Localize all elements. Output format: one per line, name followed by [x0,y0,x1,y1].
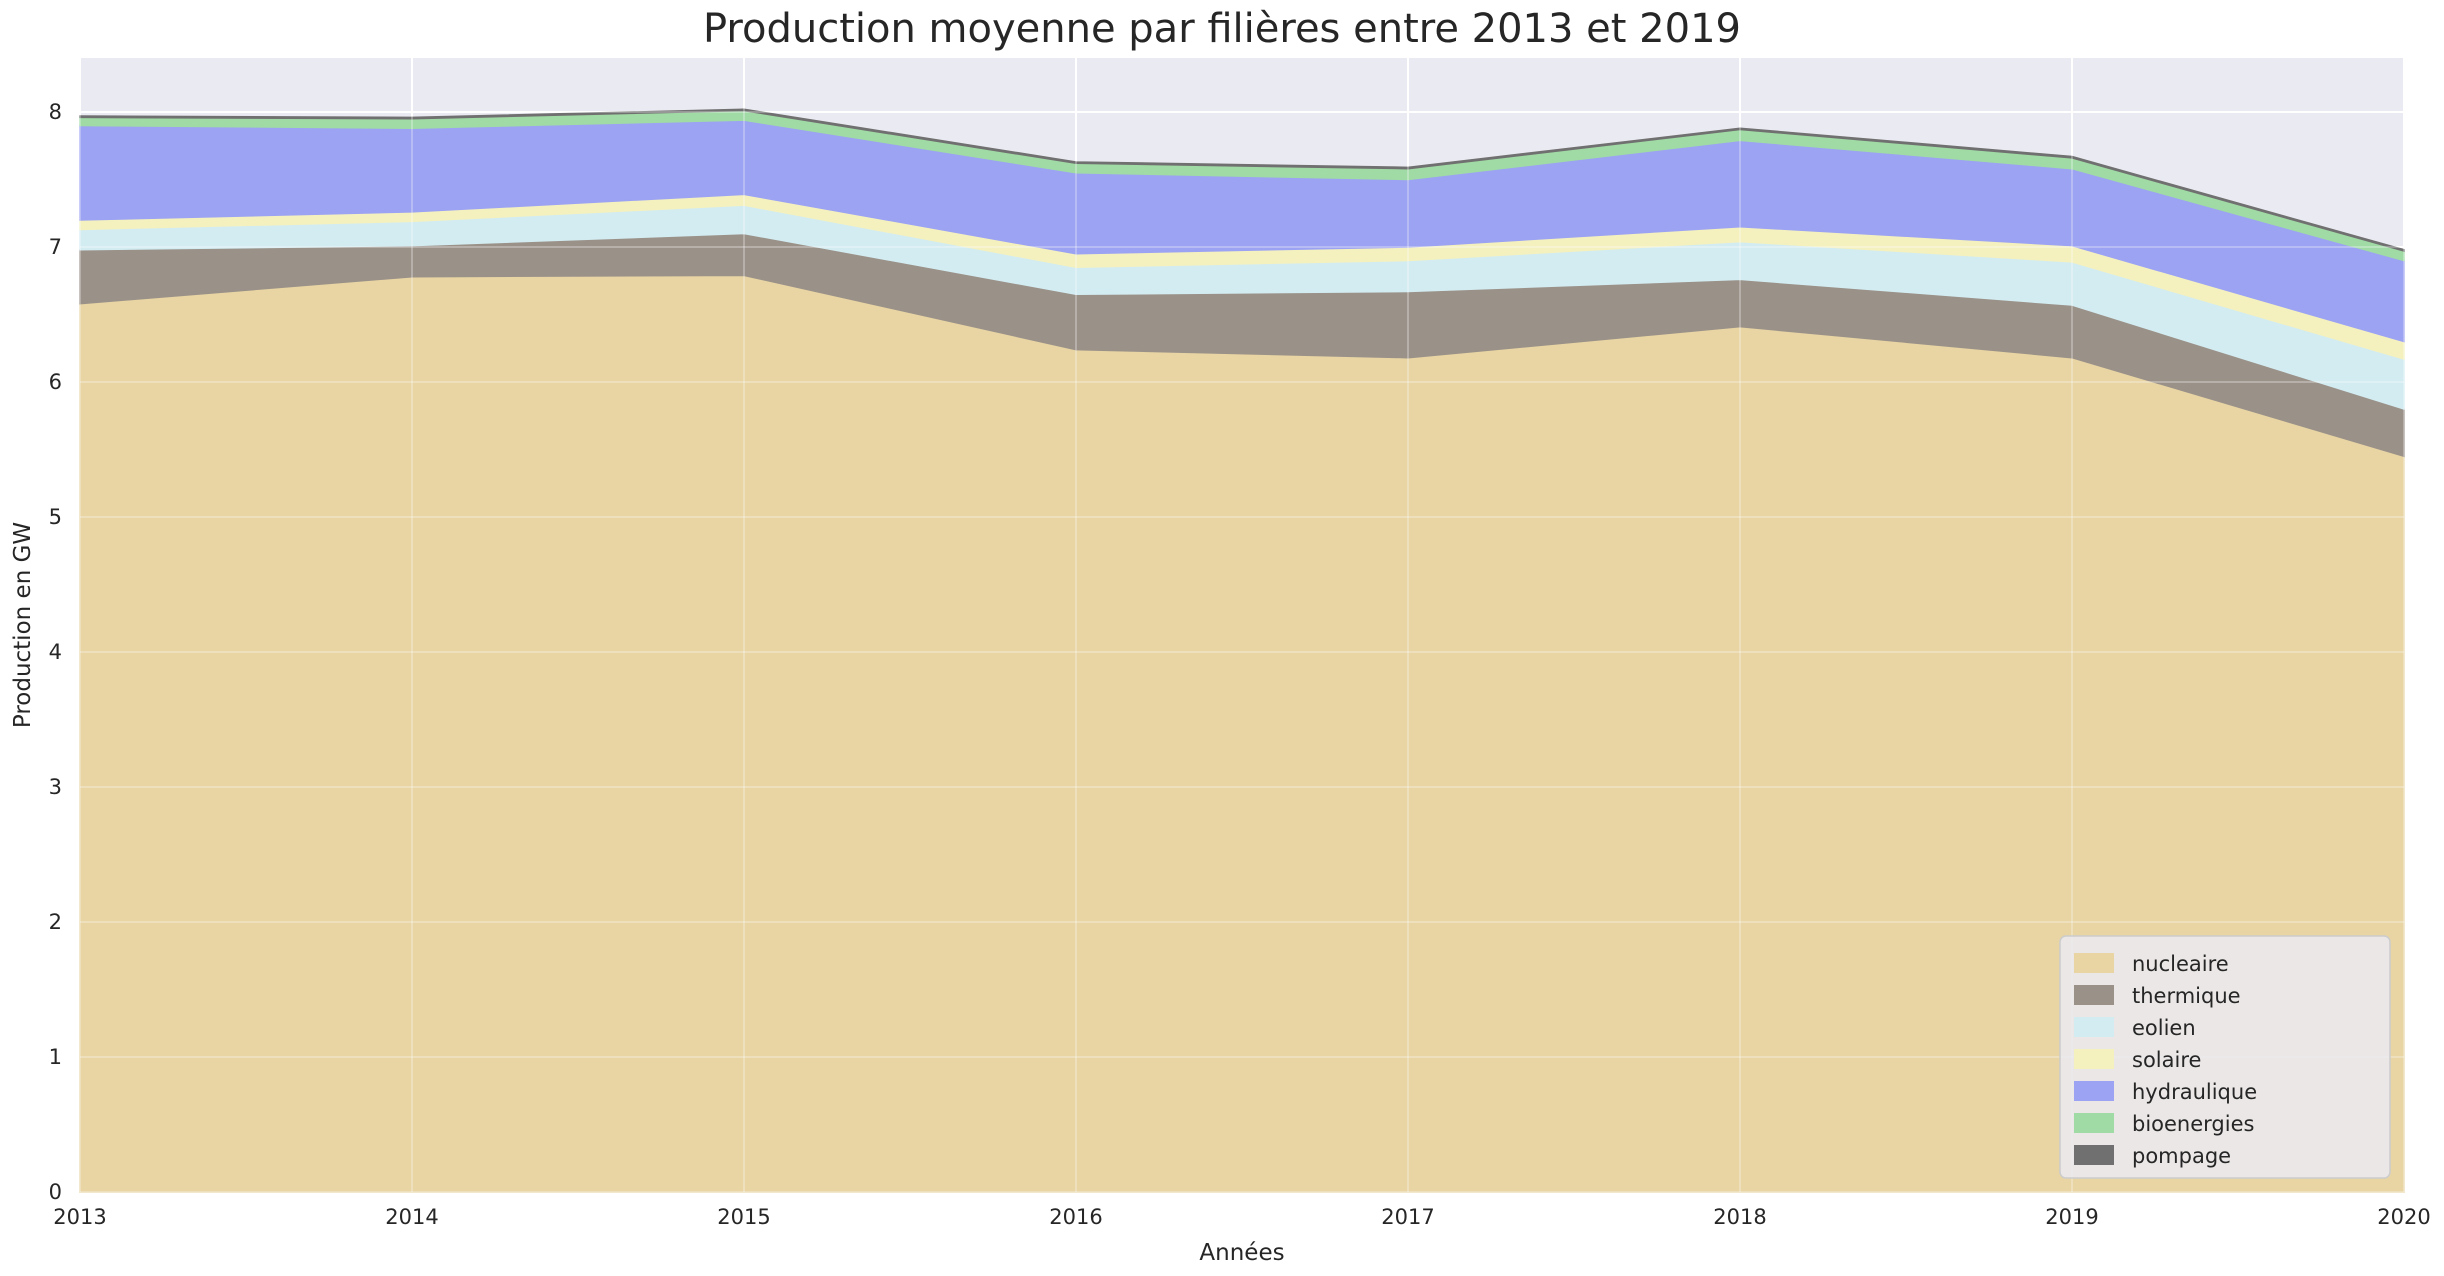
x-tick-label: 2017 [1381,1205,1434,1229]
y-axis-label: Production en GW [10,522,36,728]
x-tick-label: 2015 [717,1205,770,1229]
legend-label-hydraulique: hydraulique [2132,1080,2257,1104]
legend-label-solaire: solaire [2132,1048,2201,1072]
y-tick-label: 0 [49,1180,62,1204]
y-tick-label: 6 [49,370,62,394]
y-tick-label: 8 [49,100,62,124]
legend-swatch-nucleaire [2074,953,2114,973]
legend-swatch-hydraulique [2074,1081,2114,1101]
area-nucleaire [79,274,2405,1193]
x-tick-label: 2019 [2045,1205,2098,1229]
y-tick-label: 2 [49,910,62,934]
x-tick-label: 2018 [1713,1205,1766,1229]
area-layer [79,108,2405,1193]
tick-layer: 0 1 2 3 4 5 6 7 8 2013 2014 2015 2016 2017 2018 2019 202… [49,100,2431,1229]
legend-label-thermique: thermique [2132,984,2241,1008]
x-tick-label: 2014 [385,1205,438,1229]
y-tick-label: 1 [49,1045,62,1069]
x-tick-label: 2016 [1049,1205,1102,1229]
area-pompage [79,108,2405,253]
x-tick-label: 2020 [2377,1205,2430,1229]
y-tick-label: 3 [49,775,62,799]
legend-label-pompage: pompage [2132,1144,2231,1168]
y-tick-label: 7 [49,235,62,259]
legend-swatch-pompage [2074,1145,2114,1165]
overlay-grid-layer [79,58,2405,1193]
legend-label-nucleaire: nucleaire [2132,952,2229,976]
legend-swatch-bioenergies [2074,1113,2114,1133]
y-tick-label: 4 [49,640,62,664]
legend-label-eolien: eolien [2132,1016,2196,1040]
legend-swatch-eolien [2074,1017,2114,1037]
legend-swatch-thermique [2074,985,2114,1005]
x-tick-label: 2013 [53,1205,106,1229]
x-axis-label: Années [1199,1240,1284,1266]
legend-box [2059,935,2391,1179]
legend-label-bioenergies: bioenergies [2132,1112,2254,1136]
legend: nucleaire thermique eolien solaire hydrauliq… [2059,935,2391,1179]
y-tick-label: 5 [49,505,62,529]
chart-title: Production moyenne par filières entre 20… [703,6,1741,52]
legend-swatch-solaire [2074,1049,2114,1069]
